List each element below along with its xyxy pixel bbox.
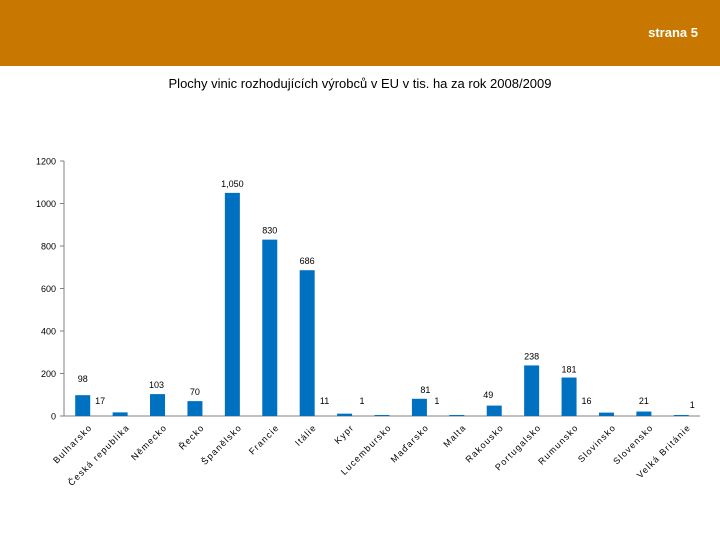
category-label: Německo xyxy=(129,422,169,462)
category-label: Malta xyxy=(441,422,468,449)
bar xyxy=(673,415,689,416)
bar xyxy=(299,270,315,416)
bar xyxy=(561,377,577,416)
y-tick-label: 600 xyxy=(41,284,56,294)
y-tick-label: 1000 xyxy=(36,199,56,209)
data-label: 1 xyxy=(434,396,439,406)
bar xyxy=(337,413,353,416)
category-label: Maďarsko xyxy=(389,422,431,464)
data-label: 830 xyxy=(262,226,277,236)
y-tick-label: 1200 xyxy=(36,157,56,167)
bar xyxy=(75,395,91,416)
bar xyxy=(636,411,652,416)
data-label: 1 xyxy=(690,400,695,410)
data-label: 686 xyxy=(300,256,315,266)
chart-axes: 0 200 400 600 800 1000 1200 xyxy=(36,157,700,422)
data-label: 181 xyxy=(562,365,577,375)
bar xyxy=(411,398,427,416)
bar xyxy=(486,405,502,416)
y-tick-label: 0 xyxy=(51,412,56,422)
data-label: 11 xyxy=(320,396,329,406)
category-label: Itálie xyxy=(293,422,319,448)
data-label: 16 xyxy=(581,396,591,406)
header-band xyxy=(0,0,720,66)
y-tick-label: 200 xyxy=(41,369,56,379)
data-label: 81 xyxy=(420,385,430,395)
category-label: Řecko xyxy=(177,422,206,451)
bar xyxy=(150,394,166,416)
page-label: strana 5 xyxy=(648,25,698,40)
category-label: Kypr xyxy=(332,422,356,446)
data-label: 98 xyxy=(78,374,88,384)
bar xyxy=(224,192,240,416)
data-label: 103 xyxy=(149,380,164,390)
bar xyxy=(374,415,390,416)
data-label: 1,050 xyxy=(221,179,244,189)
data-label: 1 xyxy=(359,396,364,406)
data-label: 49 xyxy=(483,390,493,400)
bar xyxy=(524,365,540,416)
bar xyxy=(112,412,128,416)
bar xyxy=(262,239,278,416)
data-label: 238 xyxy=(524,351,539,361)
y-tick-label: 400 xyxy=(41,327,56,337)
category-label: Španělsko xyxy=(199,422,243,466)
category-label: Francie xyxy=(247,422,281,456)
bar xyxy=(449,415,465,416)
y-tick-label: 800 xyxy=(41,242,56,252)
category-label: Rumunsko xyxy=(536,422,580,466)
chart-bars xyxy=(75,192,689,416)
data-label: 70 xyxy=(190,387,200,397)
bar xyxy=(598,412,614,416)
data-label: 21 xyxy=(639,396,649,406)
chart-title: Plochy vinic rozhodujících výrobců v EU … xyxy=(168,76,552,91)
data-label: 17 xyxy=(95,396,105,406)
bar xyxy=(187,401,203,416)
